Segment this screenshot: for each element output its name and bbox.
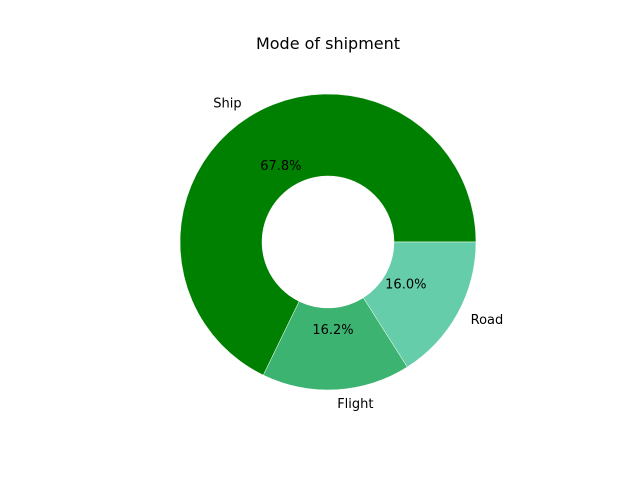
slice-label-ship: Ship [213,96,241,111]
value-label-road: 16.0% [385,277,426,292]
slice-label-flight: Flight [337,397,373,412]
slice-label-road: Road [471,313,504,328]
slice-road [363,241,477,368]
slice-ship [179,93,477,376]
slice-flight [262,297,408,391]
value-label-flight: 16.2% [312,323,353,338]
labels-group: Ship 67.8% Flight 16.2% Road 16.0% [213,96,503,412]
chart-title: Mode of shipment [256,34,400,53]
value-label-ship: 67.8% [260,159,301,174]
slices-group [179,93,477,391]
